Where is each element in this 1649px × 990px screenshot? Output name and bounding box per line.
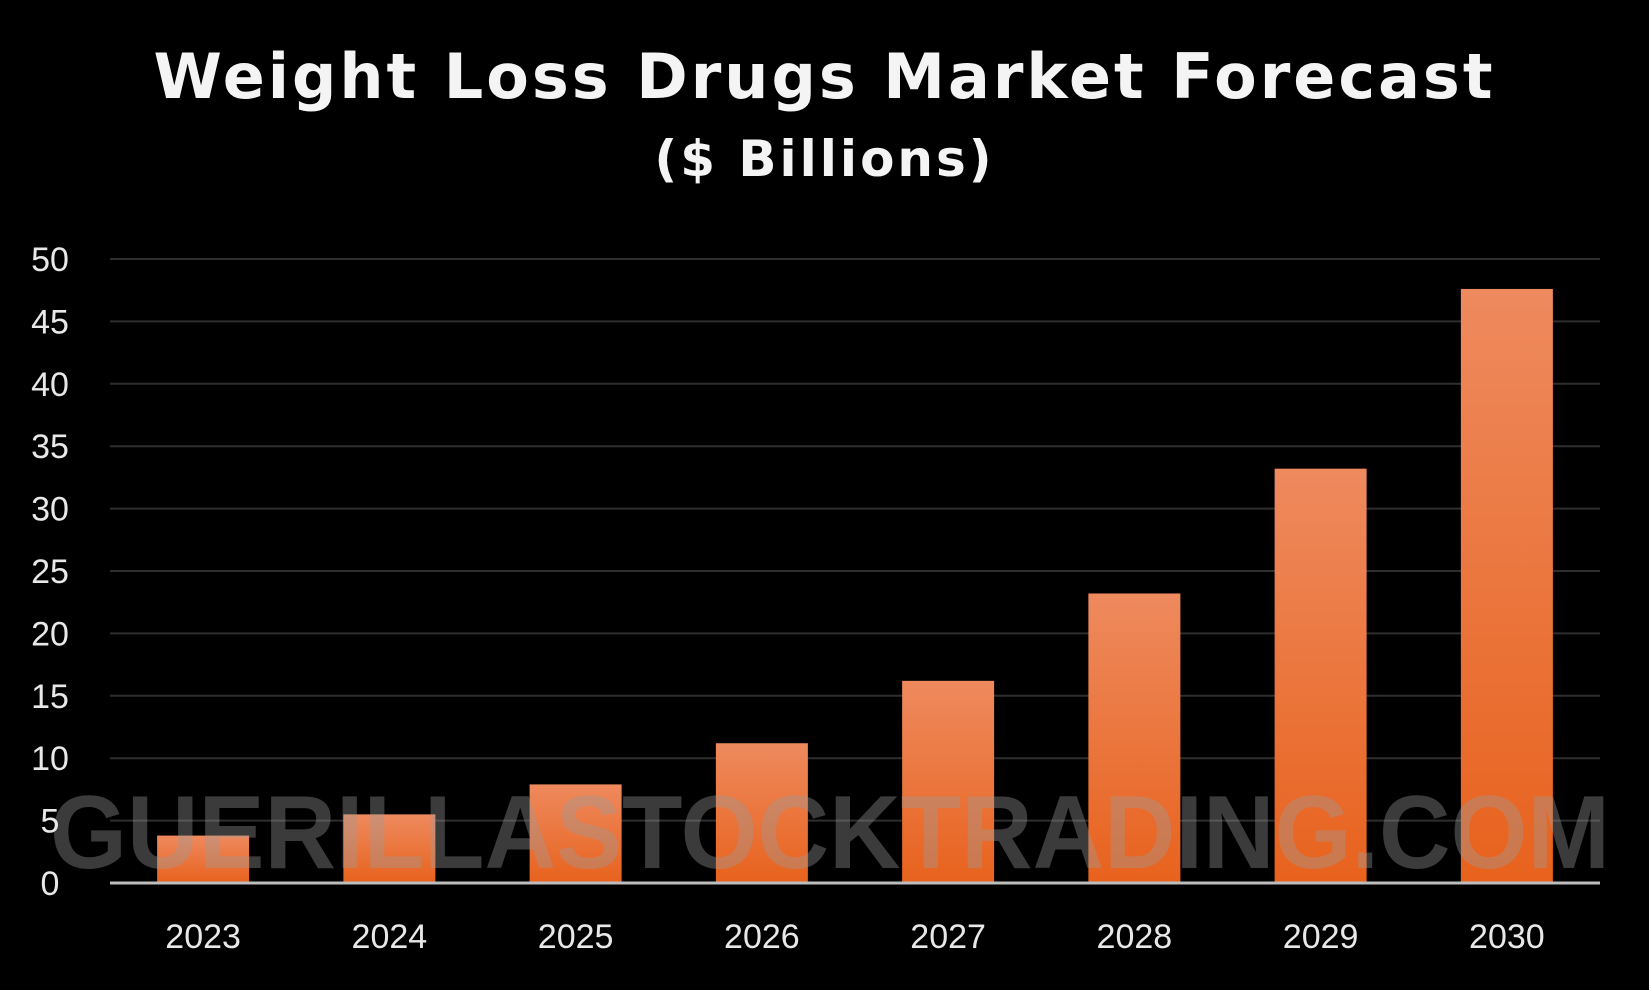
y-tick-label: 25: [31, 553, 69, 591]
x-tick-label: 2029: [1283, 918, 1359, 956]
x-tick-label: 2024: [352, 918, 428, 956]
x-tick-label: 2030: [1469, 918, 1545, 956]
x-tick-label: 2028: [1097, 918, 1173, 956]
bar-2023: [157, 835, 250, 883]
bar-2028: [1088, 593, 1181, 883]
y-tick-label: 10: [31, 740, 69, 778]
bar-2025: [529, 784, 622, 883]
bar-2024: [343, 814, 436, 883]
y-tick-label: 5: [41, 803, 60, 841]
watermark: GUERILLASTOCKTRADING.COM: [50, 775, 1610, 891]
chart-title: Weight Loss Drugs Market Forecast: [153, 40, 1496, 113]
x-tick-label: 2023: [165, 918, 241, 956]
bar-2030: [1460, 288, 1553, 883]
y-tick-label: 20: [31, 615, 69, 653]
y-tick-label: 45: [31, 303, 69, 341]
bar-2026: [715, 743, 808, 883]
y-tick-label: 50: [31, 241, 69, 279]
chart-subtitle: ($ Billions): [654, 130, 995, 188]
bar-2027: [902, 680, 995, 883]
x-tick-label: 2027: [910, 918, 986, 956]
bar-2029: [1274, 468, 1367, 883]
x-tick-label: 2026: [724, 918, 800, 956]
y-tick-label: 40: [31, 366, 69, 404]
y-tick-label: 35: [31, 428, 69, 466]
y-tick-label: 0: [41, 865, 60, 903]
y-tick-label: 15: [31, 678, 69, 716]
y-tick-label: 30: [31, 491, 69, 529]
x-tick-label: 2025: [538, 918, 614, 956]
